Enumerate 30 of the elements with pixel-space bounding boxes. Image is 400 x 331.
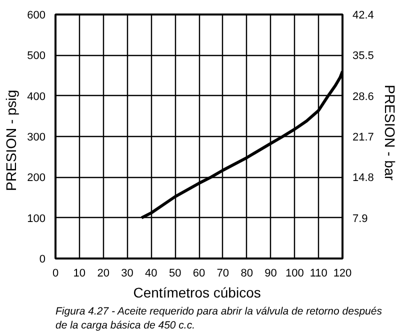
y-tick-label: 600 [27,10,46,22]
x-tick-label: 30 [121,268,134,280]
x-tick-label: 70 [216,268,230,280]
y-axis-title: PRESION - psig [3,90,20,191]
y2-axis-title: PRESION - bar [382,84,398,181]
y2-tick-label: 7.9 [352,212,368,225]
y2-tick-label: 28.6 [352,90,374,103]
y2-tick-label: 21.7 [352,132,374,144]
y-tick-label: 400 [27,90,46,103]
y-tick-label: 0 [39,254,46,266]
y2-tick-label: 35.5 [352,50,374,62]
y2-tick-label: 42.4 [352,10,374,22]
x-tick-label: 10 [73,268,86,280]
x-tick-label: 50 [168,268,182,280]
text: Figura 4.27 - Aceite requerido para abrir la válvula de retorno después de la carga básica de 450 c.c. [56,306,383,331]
x-tick-label: 60 [192,268,206,280]
x-tick-label: 110 [310,268,328,280]
y-tick-label: 500 [27,50,46,62]
y-tick-label: 300 [27,132,46,144]
x-tick-label: 90 [264,268,277,280]
x-tick-label: 0 [52,268,59,280]
x-tick-label: 40 [145,268,158,280]
y-tick-label: 100 [27,212,46,225]
x-tick-label: 100 [285,268,304,280]
x-tick-label: 120 [333,268,352,280]
x-tick-label: 80 [240,268,253,280]
x-tick-label: 20 [97,268,110,280]
y-tick-label: 200 [27,172,46,184]
y2-tick-label: 14.8 [352,172,374,184]
x-axis-title: Centímetros cúbicos [133,284,261,300]
